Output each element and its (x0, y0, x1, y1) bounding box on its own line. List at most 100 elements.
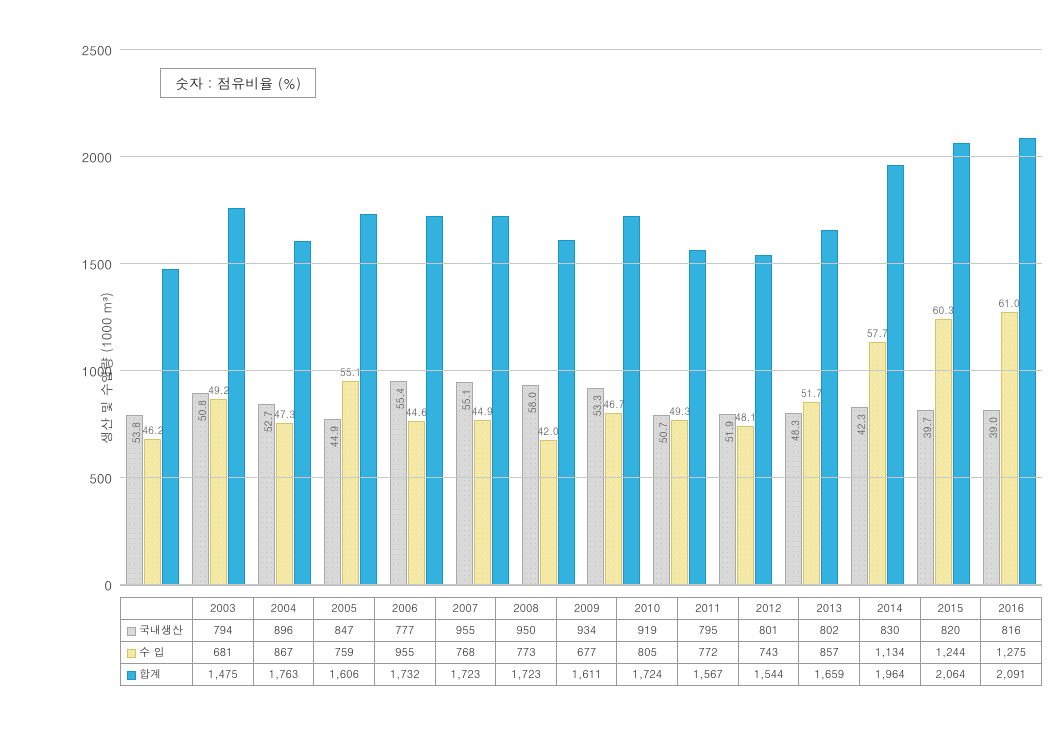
bar-import (935, 319, 952, 585)
bar-domestic: 55.1 (456, 382, 473, 585)
ytick-label: 1500 (82, 255, 112, 274)
table-cell: 677 (556, 642, 617, 664)
bar-total (162, 269, 179, 585)
bar-domestic: 44.9 (324, 419, 341, 585)
table-year-header: 2010 (617, 598, 678, 620)
rowhead-label: 국내생산 (139, 623, 183, 638)
import-pct-label: 46.2 (142, 423, 163, 437)
table-cell: 955 (435, 620, 496, 642)
bar-import (210, 399, 227, 585)
table-cell: 816 (981, 620, 1042, 642)
table-cell: 1,567 (678, 664, 739, 686)
bar-total (755, 255, 772, 585)
bar-total (689, 250, 706, 585)
bar-domestic: 52.7 (258, 404, 275, 585)
bar-total (426, 216, 443, 585)
bar-domestic: 50.7 (653, 415, 670, 585)
ytick-label: 2500 (82, 41, 112, 60)
year-group: 55.144.9 (449, 50, 515, 585)
table-year-header: 2009 (556, 598, 617, 620)
import-swatch-icon (127, 649, 136, 658)
import-pct-label: 49.3 (669, 404, 690, 418)
year-group: 42.357.7 (844, 50, 910, 585)
bar-total (360, 214, 377, 585)
bar-total (887, 165, 904, 585)
table-year-header: 2015 (920, 598, 981, 620)
ytick-label: 2000 (82, 148, 112, 167)
import-pct-label: 48.1 (735, 410, 756, 424)
table-cell: 1,724 (617, 664, 678, 686)
table-cell: 896 (253, 620, 314, 642)
year-group: 50.849.2 (186, 50, 252, 585)
bar-import (605, 413, 622, 585)
import-pct-label: 44.9 (472, 404, 493, 418)
table-cell: 1,723 (435, 664, 496, 686)
table-cell: 794 (193, 620, 254, 642)
domestic-pct-label: 58.0 (525, 392, 539, 413)
table-cell: 1,659 (799, 664, 860, 686)
domestic-pct-label: 53.8 (129, 422, 143, 443)
table-cell: 1,134 (860, 642, 921, 664)
bar-total (294, 241, 311, 585)
table-cell: 768 (435, 642, 496, 664)
bar-total (492, 216, 509, 585)
table-year-header: 2006 (374, 598, 435, 620)
table-cell: 805 (617, 642, 678, 664)
ytick-label: 1000 (82, 362, 112, 381)
table-cell: 919 (617, 620, 678, 642)
gridline (120, 584, 1042, 585)
import-pct-label: 49.2 (208, 383, 229, 397)
table-cell: 773 (496, 642, 557, 664)
bar-domestic: 50.8 (192, 393, 209, 585)
bar-domestic: 48.3 (785, 413, 802, 585)
import-pct-label: 61.0 (998, 296, 1019, 310)
table-year-header: 2012 (738, 598, 799, 620)
bar-domestic: 42.3 (851, 407, 868, 585)
domestic-pct-label: 39.7 (920, 417, 934, 438)
domestic-pct-label: 52.7 (261, 411, 275, 432)
gridline (120, 263, 1042, 264)
table-cell: 795 (678, 620, 739, 642)
table-year-header: 2005 (314, 598, 375, 620)
table-cell: 801 (738, 620, 799, 642)
table-cell: 759 (314, 642, 375, 664)
domestic-pct-label: 44.9 (327, 426, 341, 447)
gridline (120, 49, 1042, 50)
domestic-pct-label: 48.3 (788, 420, 802, 441)
bar-domestic: 53.3 (587, 388, 604, 585)
table-cell: 847 (314, 620, 375, 642)
table-cell: 1,611 (556, 664, 617, 686)
table-year-header: 2013 (799, 598, 860, 620)
table-cell: 820 (920, 620, 981, 642)
table-cell: 802 (799, 620, 860, 642)
bar-import (144, 439, 161, 585)
year-group: 39.061.0 (976, 50, 1042, 585)
table-cell: 1,244 (920, 642, 981, 664)
table-cell: 777 (374, 620, 435, 642)
table-cell: 1,763 (253, 664, 314, 686)
table-cell: 1,275 (981, 642, 1042, 664)
table-rowhead-domestic: 국내생산 (121, 620, 193, 642)
year-group: 55.444.6 (383, 50, 449, 585)
table-year-header: 2008 (496, 598, 557, 620)
table-cell: 1,544 (738, 664, 799, 686)
bar-import (869, 342, 886, 585)
bar-domestic: 55.4 (390, 381, 407, 585)
gridline (120, 156, 1042, 157)
domestic-pct-label: 51.9 (722, 421, 736, 442)
bar-import (474, 420, 491, 585)
import-pct-label: 47.3 (274, 407, 295, 421)
table-rowhead-import: 수 입 (121, 642, 193, 664)
table-year-header: 2003 (193, 598, 254, 620)
ytick-label: 0 (104, 576, 112, 595)
plot-area: 숫자 : 점유비율 (%) 53.846.250.849.252.747.344… (120, 50, 1042, 586)
bar-total (558, 240, 575, 585)
bar-import (1001, 312, 1018, 585)
domestic-pct-label: 55.1 (459, 389, 473, 410)
domestic-pct-label: 55.4 (393, 388, 407, 409)
import-pct-label: 44.6 (406, 405, 427, 419)
bar-domestic: 58.0 (522, 385, 539, 585)
ytick-label: 500 (89, 469, 112, 488)
table-year-header: 2016 (981, 598, 1042, 620)
table-cell: 2,064 (920, 664, 981, 686)
